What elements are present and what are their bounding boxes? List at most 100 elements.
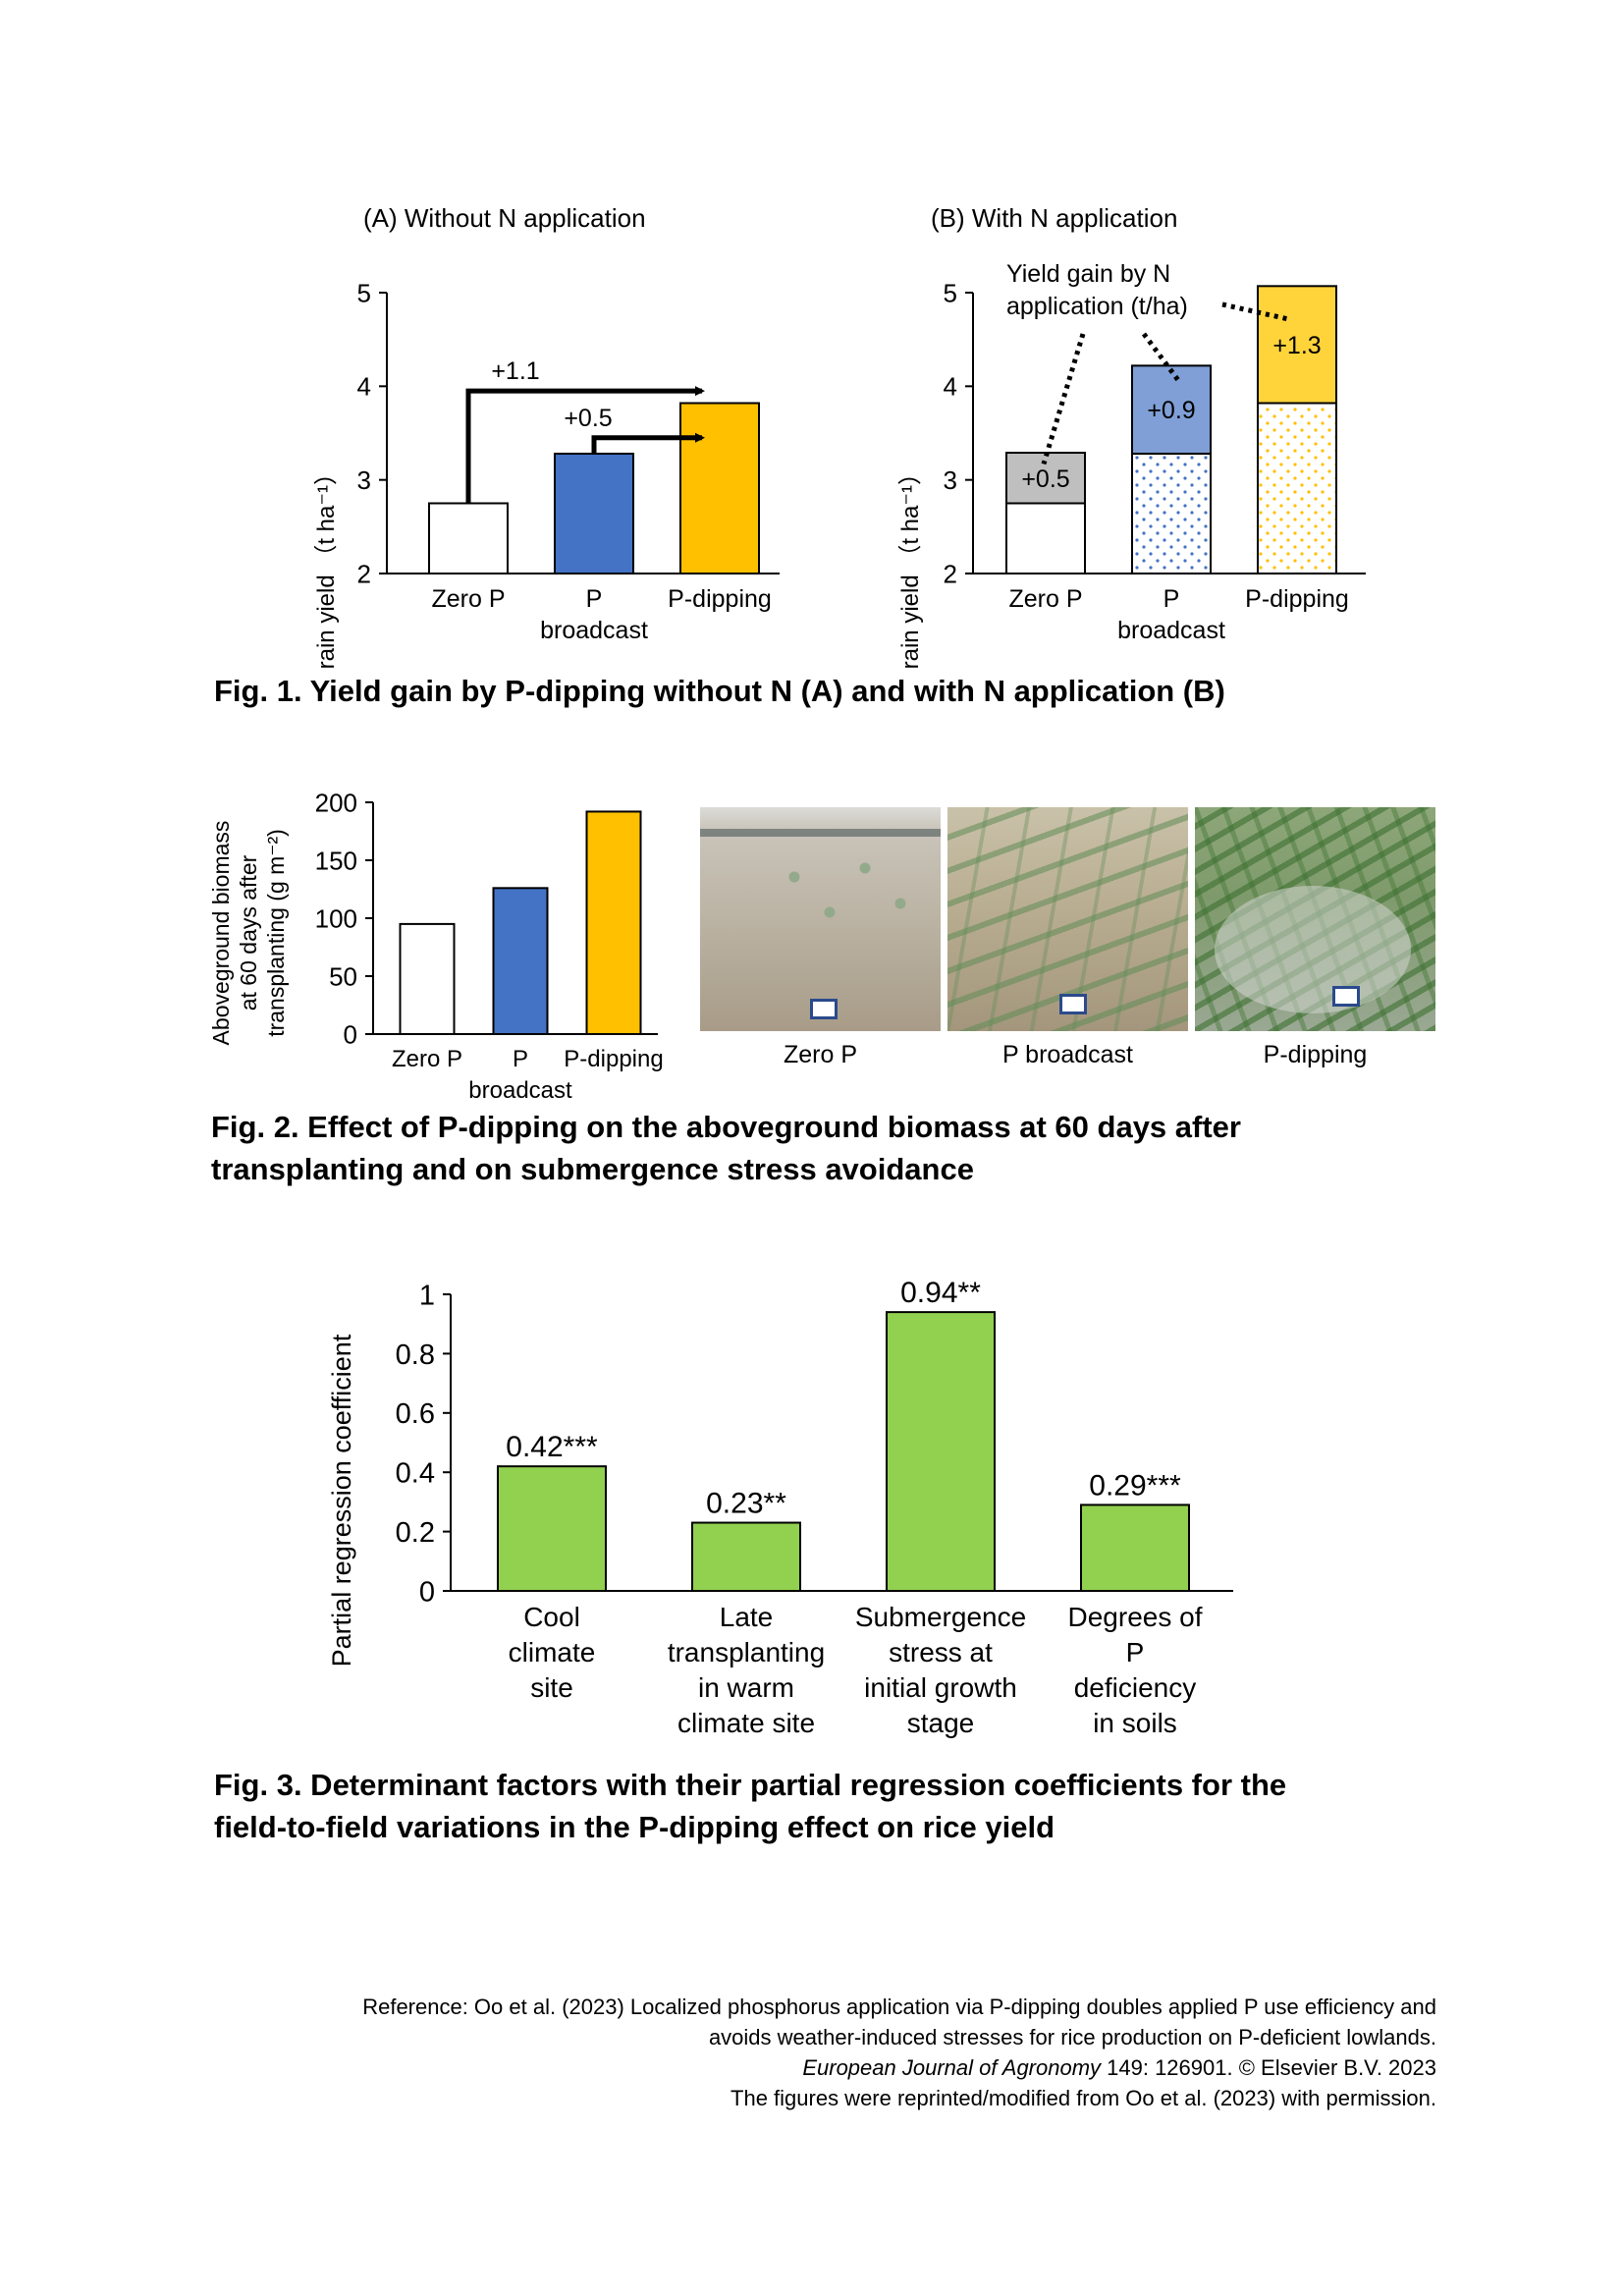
chart-a-y-tick-label: 5 <box>357 278 371 307</box>
chart-a-y-tick-label: 3 <box>357 465 371 495</box>
chart-d-x-label: in soils <box>1093 1708 1177 1738</box>
chart-d-x-label: in warm <box>698 1672 794 1703</box>
chart-d-x-label: climate <box>509 1637 596 1667</box>
chart-b-gain-label: +0.9 <box>1147 397 1195 424</box>
chart-a-ylabel: Grain yield （t ha⁻¹） <box>313 462 340 668</box>
chart-d-x-label: deficiency <box>1074 1672 1197 1703</box>
chart-d-y-tick-label: 1 <box>419 1280 435 1311</box>
photo-p-dipping <box>1195 807 1435 1031</box>
chart-b-bar-gain-p-broadcast <box>1131 364 1212 455</box>
chart-c-x-label: broadcast <box>468 1077 572 1104</box>
chart-d-y-tick-label: 0.6 <box>396 1398 435 1430</box>
figure-1-caption: Fig. 1. Yield gain by P-dipping without … <box>214 674 1225 708</box>
chart-d-axes: 0 0.2 0.4 0.6 0.8 1 <box>396 1280 1233 1608</box>
chart-a-y-tick-label: 4 <box>357 372 371 402</box>
chart-b-bar-gain-p-dipping <box>1257 285 1337 405</box>
figure-3-caption-line-1: Fig. 3. Determinant factors with their p… <box>214 1768 1287 1802</box>
chart-b-leader-lines <box>1041 301 1288 465</box>
chart-b-x-label: Zero P <box>1008 585 1082 613</box>
figure-1: (A) Without N application Grain yield （t… <box>313 203 1366 668</box>
chart-c-x-label: Zero P <box>392 1046 462 1072</box>
photo-zero-p-channel <box>700 829 941 837</box>
reference-line-3: European Journal of Agronomy 149: 126901… <box>362 2052 1436 2083</box>
chart-a-bar-p-broadcast <box>554 452 634 574</box>
chart-d-x-label: stress at <box>889 1637 993 1667</box>
chart-d-y-tick-label: 0.4 <box>396 1458 435 1490</box>
chart-a-y-tick-label: 2 <box>357 559 371 588</box>
chart-b-gain-label: +1.3 <box>1272 332 1321 359</box>
photo-p-broadcast <box>947 807 1188 1031</box>
chart-d-y-tick-label: 0.8 <box>396 1339 435 1371</box>
chart-d-x-label: initial growth <box>864 1672 1017 1703</box>
chart-c-x-label: P <box>513 1046 528 1072</box>
chart-c-y-tick-label: 150 <box>315 846 357 875</box>
chart-d-x-label: Degrees of <box>1068 1602 1203 1632</box>
chart-b-leader-line <box>1221 301 1288 322</box>
chart-c-ylabel-line-1: Aboveground biomass <box>208 821 234 1046</box>
chart-b-bars: +0.5 +0.9 +1.3 <box>1005 285 1337 574</box>
figure-2-chart: Aboveground biomass at 60 days after tra… <box>208 788 664 1104</box>
chart-b-x-label: P-dipping <box>1245 585 1349 613</box>
chart-d-bar <box>497 1465 607 1592</box>
chart-a-x-label: P <box>586 585 603 613</box>
figure-2-caption-line-1: Fig. 2. Effect of P-dipping on the above… <box>211 1110 1241 1144</box>
chart-b-leader-line <box>1141 332 1182 384</box>
chart-d-bar <box>691 1521 801 1593</box>
chart-d-x-labels: Cool climate site Late transplanting in warm c… <box>509 1602 1203 1738</box>
reference-citation: 149: 126901. © Elsevier B.V. 2023 <box>1101 2055 1436 2080</box>
chart-d-bar <box>1080 1503 1190 1593</box>
chart-d-x-label: climate site <box>677 1708 815 1738</box>
photo-p-broadcast-marker <box>1059 994 1087 1014</box>
photo-p-dipping-water <box>1215 886 1411 1013</box>
chart-b-x-label: broadcast <box>1117 617 1225 644</box>
chart-a-arrow-broadcast-to-dipping <box>591 432 705 454</box>
reference-line-4: The figures were reprinted/modified from… <box>730 2086 1436 2110</box>
photo-label-p-broadcast: P broadcast <box>1002 1041 1133 1068</box>
chart-a-title: (A) Without N application <box>363 203 646 233</box>
reference-journal: European Journal of Agronomy <box>802 2055 1102 2080</box>
chart-a-bars <box>428 402 760 574</box>
chart-d-bar <box>886 1311 996 1593</box>
photo-label-zero-p: Zero P <box>783 1041 858 1068</box>
chart-a-arrow-zero-to-dipping <box>465 386 705 504</box>
chart-a-gain-label: +1.1 <box>491 357 539 385</box>
chart-c-y-tick-label: 100 <box>315 903 357 933</box>
chart-d-bars: 0.42*** 0.23** 0.94** 0.29*** <box>497 1277 1190 1593</box>
chart-d-x-label: transplanting <box>668 1637 825 1667</box>
chart-a-gain-arrows: +1.1 +0.5 <box>465 357 705 504</box>
reference-block: Reference: Oo et al. (2023) Localized ph… <box>362 1992 1436 2113</box>
chart-c-bar-p-dipping <box>585 810 642 1035</box>
chart-c-y-tick-label: 50 <box>329 961 357 991</box>
chart-d-x-label: Submergence <box>855 1602 1026 1632</box>
chart-a-bar-p-dipping <box>679 402 760 574</box>
figure-2-caption-line-2: transplanting and on submergence stress … <box>211 1152 974 1186</box>
chart-panel-a: (A) Without N application Grain yield （t… <box>313 203 780 668</box>
chart-panel-b: (B) With N application Grain yield （t ha… <box>897 203 1366 668</box>
chart-d-x-label: Late <box>720 1602 774 1632</box>
chart-b-y-tick-label: 2 <box>944 559 957 588</box>
chart-a-x-label: broadcast <box>540 617 648 644</box>
chart-b-annotation-line-2: application (t/ha) <box>1006 293 1188 320</box>
chart-c-bar-p-broadcast <box>492 887 549 1035</box>
chart-a-bar-zero-p <box>428 502 509 574</box>
photo-p-dipping-marker <box>1332 986 1360 1007</box>
chart-d-ylabel: Partial regression coefficient <box>327 1334 356 1667</box>
chart-c-ylabel: Aboveground biomass at 60 days after tra… <box>208 821 289 1046</box>
figure-3-chart: Partial regression coefficient 0 0.2 0.4 0.… <box>327 1277 1233 1738</box>
chart-b-bar-base-zero-p <box>1005 502 1086 574</box>
figure-3-caption-line-2: field-to-field variations in the P-dippi… <box>214 1810 1055 1844</box>
chart-d-y-tick-label: 0.2 <box>396 1517 435 1549</box>
chart-d-x-label: P <box>1126 1637 1145 1667</box>
chart-c-ylabel-line-3: transplanting (g m⁻²) <box>263 829 289 1037</box>
chart-b-y-tick-label: 5 <box>944 278 957 307</box>
chart-b-annotation-line-1: Yield gain by N <box>1006 260 1170 288</box>
chart-c-bars <box>399 810 642 1035</box>
chart-b-bar-base-p-broadcast <box>1131 452 1212 574</box>
chart-d-value-label: 0.42*** <box>506 1431 598 1463</box>
reference-line-1: Reference: Oo et al. (2023) Localized ph… <box>362 1995 1436 2019</box>
chart-d-value-label: 0.29*** <box>1089 1469 1181 1502</box>
chart-b-x-label: P <box>1163 585 1180 613</box>
chart-b-y-tick-label: 4 <box>944 372 957 402</box>
chart-b-bar-base-p-dipping <box>1257 402 1337 574</box>
